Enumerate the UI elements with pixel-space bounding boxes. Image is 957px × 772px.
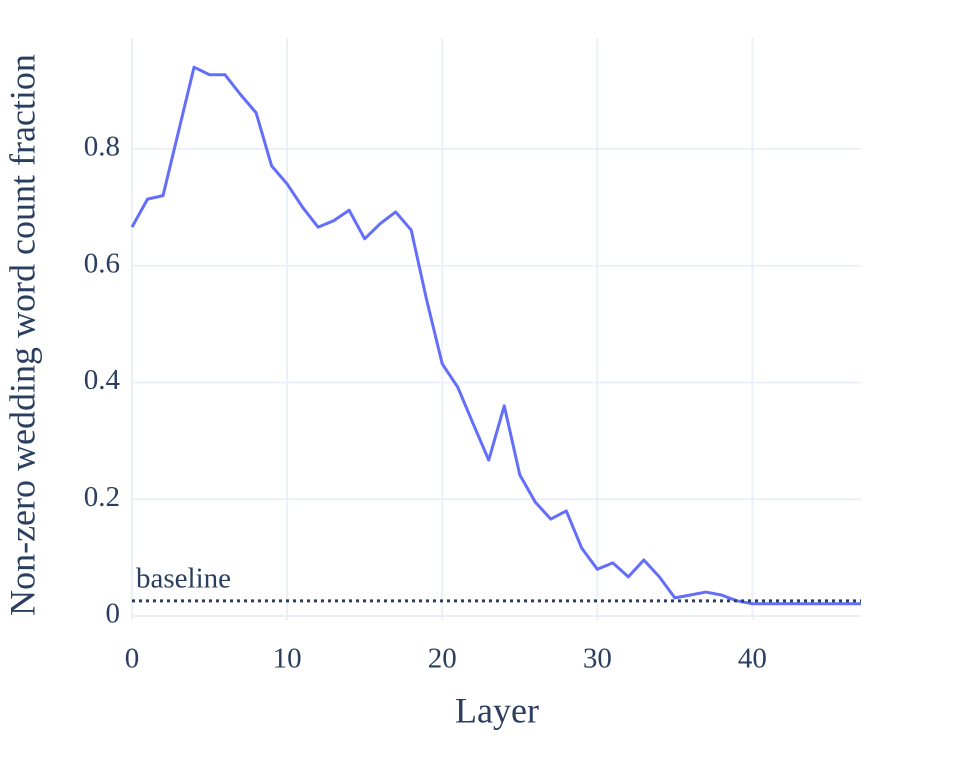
y-tick-label: 0.8 xyxy=(84,131,120,163)
x-tick-label: 20 xyxy=(428,643,457,675)
x-tick-label: 40 xyxy=(738,643,767,675)
y-tick-label: 0.2 xyxy=(84,481,120,513)
x-tick-label: 0 xyxy=(125,643,140,675)
baseline-label: baseline xyxy=(136,562,231,594)
y-axis-title: Non-zero wedding word count fraction xyxy=(2,54,42,616)
y-tick-label: 0 xyxy=(106,598,121,630)
x-tick-label: 30 xyxy=(583,643,612,675)
x-tick-label: 10 xyxy=(273,643,302,675)
y-tick-label: 0.6 xyxy=(84,247,120,279)
x-axis-title: Layer xyxy=(455,690,539,730)
y-tick-label: 0.4 xyxy=(84,364,121,396)
line xyxy=(130,65,861,606)
